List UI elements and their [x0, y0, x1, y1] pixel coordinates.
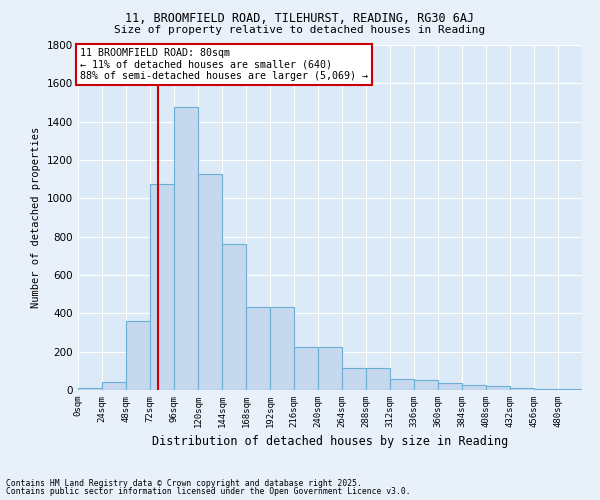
X-axis label: Distribution of detached houses by size in Reading: Distribution of detached houses by size …: [152, 436, 508, 448]
Bar: [558, 389, 582, 390]
Bar: [534, 389, 558, 390]
Bar: [246, 306, 270, 390]
Bar: [462, 385, 486, 390]
Bar: [294, 347, 318, 390]
Bar: [414, 380, 438, 390]
Bar: [342, 368, 366, 390]
Bar: [222, 244, 246, 390]
Bar: [366, 368, 390, 390]
Bar: [78, 388, 102, 390]
Bar: [102, 382, 126, 390]
Text: 11, BROOMFIELD ROAD, TILEHURST, READING, RG30 6AJ: 11, BROOMFIELD ROAD, TILEHURST, READING,…: [125, 12, 475, 26]
Bar: [198, 174, 222, 390]
Text: Contains public sector information licensed under the Open Government Licence v3: Contains public sector information licen…: [6, 487, 410, 496]
Bar: [126, 321, 150, 390]
Text: 11 BROOMFIELD ROAD: 80sqm
← 11% of detached houses are smaller (640)
88% of semi: 11 BROOMFIELD ROAD: 80sqm ← 11% of detac…: [80, 48, 368, 81]
Bar: [270, 306, 294, 390]
Bar: [510, 388, 534, 390]
Text: Contains HM Land Registry data © Crown copyright and database right 2025.: Contains HM Land Registry data © Crown c…: [6, 479, 362, 488]
Text: Size of property relative to detached houses in Reading: Size of property relative to detached ho…: [115, 25, 485, 35]
Bar: [486, 386, 510, 390]
Bar: [438, 384, 462, 390]
Bar: [318, 347, 342, 390]
Bar: [150, 184, 174, 390]
Bar: [174, 108, 198, 390]
Bar: [390, 380, 414, 390]
Y-axis label: Number of detached properties: Number of detached properties: [31, 127, 41, 308]
